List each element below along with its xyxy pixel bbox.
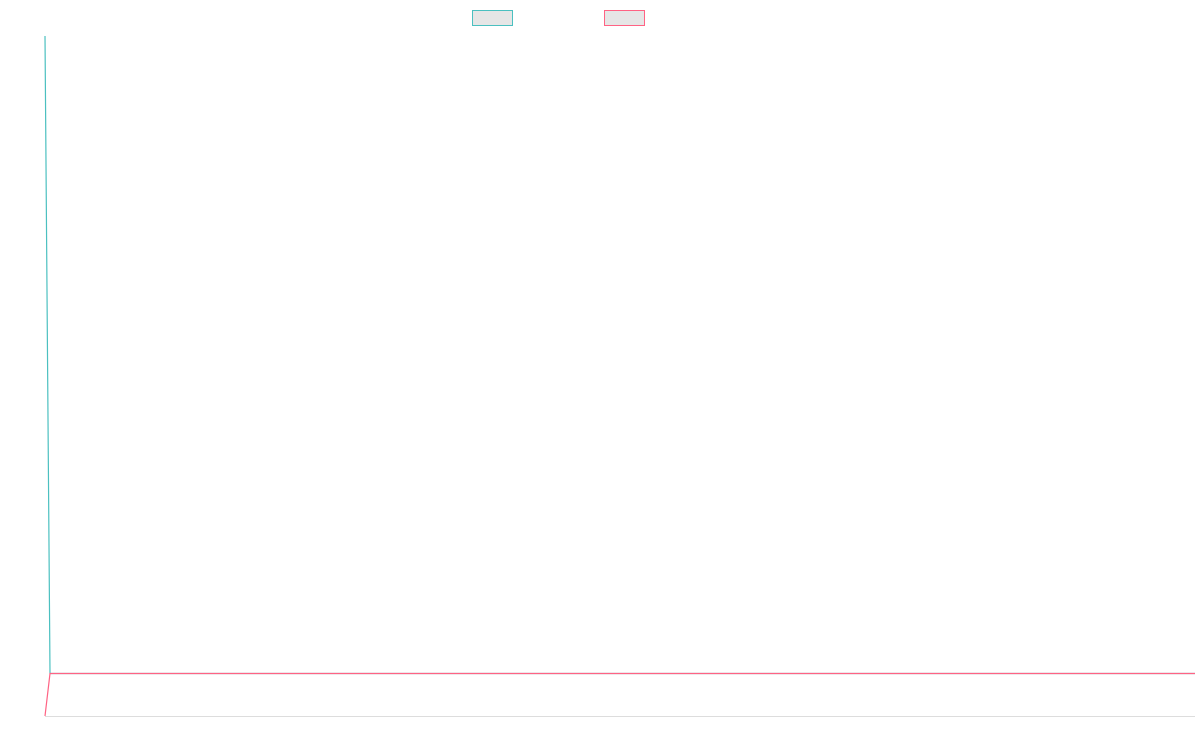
series-layer	[44, 35, 1195, 717]
series-2-line	[44, 672, 1195, 717]
series-1-line	[44, 35, 1195, 675]
legend-swatch-series-2[interactable]	[604, 10, 645, 26]
series-1	[44, 35, 1195, 675]
legend-swatch-series-1[interactable]	[472, 10, 513, 26]
legend	[472, 10, 645, 26]
series-2	[44, 672, 1195, 717]
